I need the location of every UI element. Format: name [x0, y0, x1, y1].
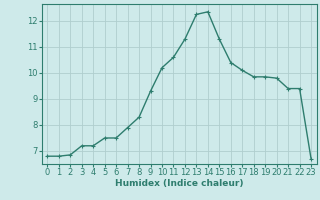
X-axis label: Humidex (Indice chaleur): Humidex (Indice chaleur) [115, 179, 244, 188]
